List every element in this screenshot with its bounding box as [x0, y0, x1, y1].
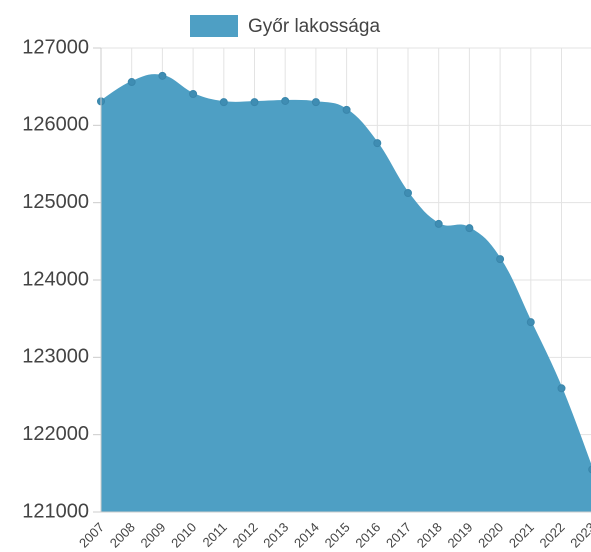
x-tick-label: 2015	[322, 520, 353, 551]
point	[404, 189, 412, 197]
x-tick-label: 2014	[291, 520, 322, 551]
point	[526, 318, 535, 327]
y-tick-label: 127000	[22, 36, 89, 58]
point	[250, 98, 259, 107]
point	[342, 105, 351, 114]
x-tick-label: 2019	[444, 520, 475, 551]
x-tick-label: 2016	[352, 520, 383, 551]
point	[373, 139, 382, 148]
point	[434, 219, 443, 228]
x-tick-label: 2021	[506, 520, 537, 551]
y-tick-label: 121000	[22, 500, 89, 522]
point	[189, 90, 198, 99]
y-tick-label: 125000	[22, 191, 89, 213]
x-tick-label: 2023	[567, 520, 591, 551]
x-tick-label: 2010	[168, 520, 199, 551]
area	[101, 75, 591, 512]
line	[100, 74, 591, 470]
point	[158, 71, 167, 80]
legend-label: Győr lakossága	[248, 16, 380, 37]
y-tick-label: 123000	[22, 346, 89, 368]
point	[281, 96, 290, 105]
x-tick-label: 2009	[137, 520, 168, 551]
point	[496, 255, 505, 264]
x-tick-label: 2012	[230, 520, 261, 551]
point	[219, 98, 228, 107]
x-tick-label: 2008	[107, 520, 138, 551]
legend: Győr lakossága	[190, 15, 380, 37]
x-tick-label: 2020	[475, 520, 506, 551]
legend-swatch	[190, 15, 238, 37]
y-tick-label: 126000	[22, 114, 89, 136]
point	[311, 98, 320, 107]
x-tick-label: 2018	[414, 520, 445, 551]
x-tick-label: 2013	[260, 520, 291, 551]
x-tick-label: 2017	[383, 520, 414, 551]
point	[588, 465, 591, 474]
x-tick-label: 2011	[200, 520, 230, 550]
x-tick-label: 2007	[76, 520, 107, 551]
x-tick-label: 2022	[537, 520, 568, 551]
y-tick-label: 122000	[22, 423, 89, 445]
point	[557, 384, 566, 393]
point	[127, 78, 136, 87]
y-tick-label: 124000	[22, 268, 89, 290]
point	[465, 224, 474, 233]
